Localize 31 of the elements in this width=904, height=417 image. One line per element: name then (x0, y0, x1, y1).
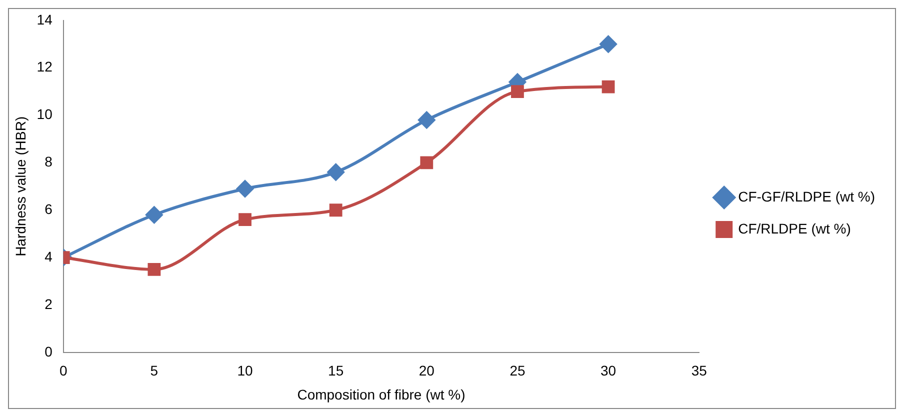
y-tick-label: 14 (36, 11, 53, 28)
point (329, 204, 342, 217)
point (236, 180, 254, 198)
x-tick-label: 5 (150, 362, 158, 379)
y-tick-label: 2 (44, 296, 53, 312)
y-tick-label: 8 (44, 154, 53, 170)
point (420, 156, 434, 170)
x-tick-label: 20 (418, 362, 435, 379)
x-tick-label: 10 (237, 362, 254, 379)
x-tick-label: 25 (510, 362, 526, 379)
y-tick-label: 10 (36, 106, 53, 122)
legend-label: CF/RLDPE (wt %) (738, 220, 851, 236)
point (511, 85, 524, 98)
point (146, 206, 163, 224)
point (600, 36, 617, 53)
point (602, 80, 615, 94)
y-tick-label: 6 (44, 200, 53, 217)
y-tick-label: 0 (44, 343, 53, 360)
x-tick-label: 30 (600, 362, 616, 379)
x-tick-label: 0 (59, 362, 68, 379)
point (148, 262, 161, 276)
y-axis-title: Hardness value (HBR) (12, 116, 28, 256)
legend-label: CF-GF/RLDPE (wt %) (738, 188, 875, 204)
y-tick-label: 4 (44, 248, 53, 264)
x-tick-label: 35 (691, 362, 708, 379)
x-axis-title: Composition of fibre (wt %) (297, 386, 466, 402)
point (238, 213, 252, 226)
point (327, 164, 344, 181)
x-tick-label: 15 (328, 362, 344, 379)
point (418, 112, 436, 128)
y-tick-label: 12 (36, 58, 53, 75)
